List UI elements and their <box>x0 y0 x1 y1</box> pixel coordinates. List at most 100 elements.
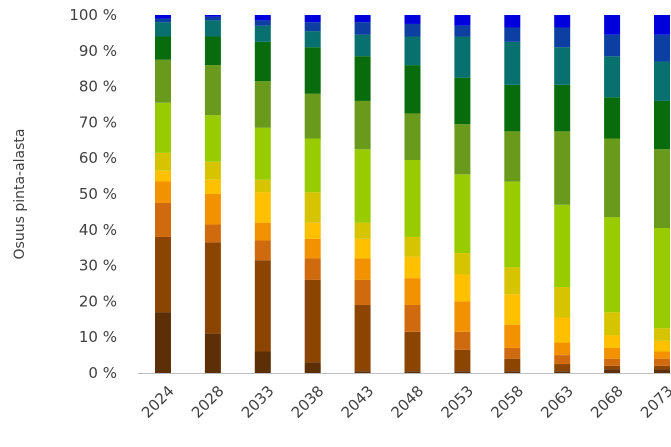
y-tick-label: 100 % <box>69 6 117 24</box>
bar-segment-2068-s9 <box>604 97 621 139</box>
bar-segment-2024-s1 <box>155 312 171 373</box>
bar-segment-2063-s8 <box>554 131 571 205</box>
bar-segment-2038-s10 <box>304 31 321 48</box>
bar-segment-2063-s1 <box>554 371 571 373</box>
y-tick-label: 0 % <box>88 364 117 382</box>
bar-segment-2063-s2 <box>554 364 571 372</box>
bar-segment-2028-s12 <box>204 15 221 17</box>
bar-segment-2038-s11 <box>304 22 321 32</box>
bar-segment-2073-s9 <box>654 100 670 150</box>
y-tick-label: 50 % <box>79 185 117 203</box>
bar-segment-2063-s10 <box>554 47 571 85</box>
bar-segment-2048-s2 <box>404 331 421 372</box>
bar-segment-2048-s8 <box>404 113 421 160</box>
bar-segment-2033-s2 <box>254 260 271 352</box>
bar-segment-2053-s12 <box>454 15 471 26</box>
bar-segment-2024-s5 <box>155 170 171 182</box>
bar-segment-2024-s8 <box>155 59 171 103</box>
bar-segment-2033-s10 <box>254 25 271 42</box>
bar-segment-2068-s8 <box>604 138 621 218</box>
bar-segment-2048-s4 <box>404 278 421 305</box>
bar-segment-2043-s12 <box>354 15 371 23</box>
y-tick-label: 60 % <box>79 149 117 167</box>
bar-segment-2038-s12 <box>304 15 321 23</box>
bar-segment-2043-s1 <box>354 371 371 373</box>
bar-segment-2038-s9 <box>304 47 321 94</box>
bar-segment-2073-s12 <box>654 15 670 35</box>
bar-segment-2058-s7 <box>504 181 521 268</box>
bar-segment-2033-s1 <box>254 351 271 373</box>
bar-segment-2028-s10 <box>204 20 221 37</box>
bar-segment-2038-s5 <box>304 222 321 239</box>
bar-segment-2038-s1 <box>304 362 321 373</box>
bar-segment-2028-s7 <box>204 115 221 162</box>
x-tick-label: 2028 <box>188 382 228 422</box>
bar-segment-2024-s9 <box>155 36 171 60</box>
bar-segment-2038-s4 <box>304 238 321 259</box>
bar-segment-2043-s10 <box>354 34 371 57</box>
bar-segment-2073-s8 <box>654 149 670 229</box>
bar-segment-2073-s2 <box>654 365 670 370</box>
bar-segment-2068-s11 <box>604 34 621 57</box>
bar-segment-2053-s9 <box>454 77 471 125</box>
bar-segment-2063-s9 <box>554 84 571 132</box>
bar-segment-2038-s7 <box>304 138 321 193</box>
bar-segment-2053-s5 <box>454 274 471 302</box>
bar-segment-2053-s3 <box>454 331 471 350</box>
bar-segment-2058-s1 <box>504 371 521 373</box>
x-tick-label: 2068 <box>587 382 627 422</box>
bar-segment-2038-s2 <box>304 279 321 363</box>
bar-segment-2058-s10 <box>504 41 521 85</box>
bar-segment-2058-s11 <box>504 27 521 42</box>
x-tick-label: 2033 <box>238 382 278 422</box>
bar-segment-2043-s6 <box>354 222 371 239</box>
bar-segment-2028-s1 <box>204 333 221 373</box>
bar-segment-2063-s11 <box>554 27 571 48</box>
bar-segment-2068-s7 <box>604 217 621 313</box>
bar-segment-2043-s11 <box>354 22 371 35</box>
bar-segment-2053-s8 <box>454 124 471 175</box>
bar-segment-2053-s4 <box>454 301 471 332</box>
bar-segment-2028-s8 <box>204 65 221 116</box>
x-tick-label: 2043 <box>338 382 378 422</box>
bar-segment-2024-s11 <box>155 18 171 23</box>
bar-segment-2028-s3 <box>204 224 221 243</box>
y-tick-label: 40 % <box>79 221 117 239</box>
bar-segment-2048-s10 <box>404 36 421 66</box>
bar-segment-2068-s4 <box>604 347 621 359</box>
y-axis-ticks: 0 % 10 % 20 % 30 % 40 % 50 % 60 % 70 % 80 % 90 % 1… <box>69 6 117 382</box>
bars-layer <box>138 15 671 374</box>
bar-segment-2024-s3 <box>155 202 171 237</box>
x-tick-label: 2063 <box>537 382 577 422</box>
bar-segment-2048-s1 <box>404 371 421 373</box>
y-axis-label: Osuus pinta-alasta <box>12 129 28 260</box>
bar-segment-2058-s2 <box>504 358 521 372</box>
bar-segment-2043-s5 <box>354 238 371 259</box>
bar-segment-2058-s6 <box>504 267 521 295</box>
bar-segment-2058-s12 <box>504 15 521 28</box>
bar-segment-2033-s11 <box>254 20 271 26</box>
bar-segment-2028-s9 <box>204 36 221 66</box>
bar-segment-2048-s6 <box>404 236 421 257</box>
x-tick-label: 2073 <box>637 382 671 422</box>
bar-segment-2068-s6 <box>604 312 621 336</box>
bar-segment-2024-s10 <box>155 22 171 37</box>
bar-segment-2063-s7 <box>554 204 571 288</box>
bar-segment-2073-s6 <box>654 328 670 341</box>
bar-segment-2073-s1 <box>654 369 670 373</box>
x-tick-label: 2048 <box>388 382 428 422</box>
bar-segment-2053-s2 <box>454 349 471 372</box>
bar-segment-2033-s6 <box>254 179 271 193</box>
bar-segment-2038-s3 <box>304 258 321 280</box>
bar-segment-2053-s6 <box>454 253 471 275</box>
bar-segment-2053-s11 <box>454 25 471 37</box>
bar-segment-2033-s5 <box>254 192 271 223</box>
bar-segment-2053-s1 <box>454 371 471 373</box>
bar-segment-2024-s2 <box>155 236 171 313</box>
bar-segment-2028-s6 <box>204 161 221 180</box>
y-tick-label: 90 % <box>79 42 117 60</box>
bar-segment-2058-s4 <box>504 324 521 348</box>
x-tick-label: 2024 <box>138 382 178 422</box>
bar-segment-2028-s2 <box>204 242 221 334</box>
bar-segment-2038-s8 <box>304 93 321 139</box>
